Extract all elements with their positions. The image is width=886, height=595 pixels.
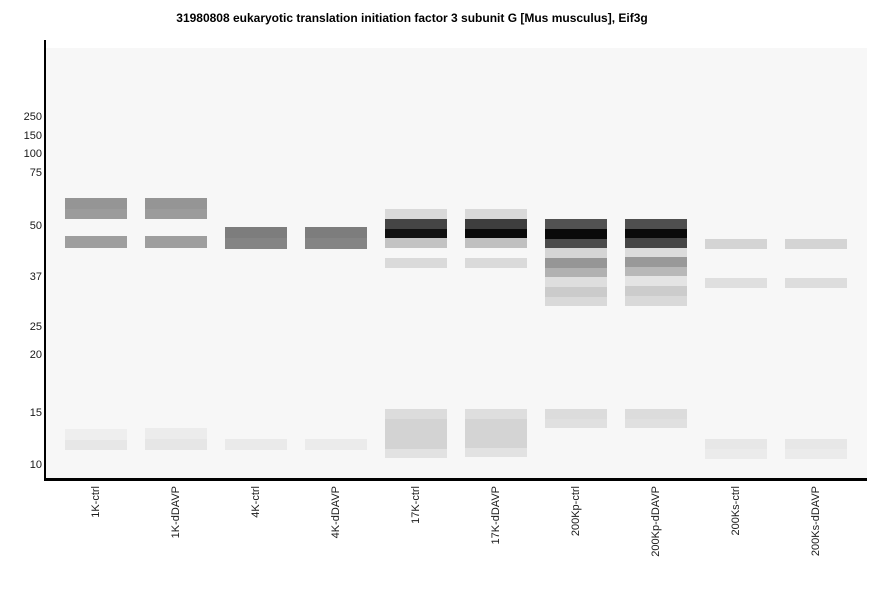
- lane-band: [625, 229, 687, 238]
- lane-band: [545, 248, 607, 258]
- lane-band: [305, 439, 367, 450]
- lane-band: [545, 297, 607, 306]
- marker-label-100: 100: [23, 148, 42, 160]
- lane-band: [545, 409, 607, 419]
- lane-label-1K-dDAVP: 1K-dDAVP: [170, 486, 182, 539]
- lane-band: [225, 439, 287, 450]
- lane-label-17K-ctrl: 17K-ctrl: [410, 486, 422, 524]
- lane-band: [65, 429, 127, 440]
- marker-label-20: 20: [29, 349, 42, 361]
- marker-label-75: 75: [29, 167, 42, 179]
- lane-band: [65, 198, 127, 209]
- lane-band: [145, 198, 207, 209]
- lane-band: [625, 409, 687, 419]
- lane-band: [385, 219, 447, 229]
- lane-band: [545, 268, 607, 277]
- lane-band: [385, 238, 447, 248]
- lane-band: [625, 238, 687, 248]
- lane-band: [225, 238, 287, 249]
- lane-label-1K-ctrl: 1K-ctrl: [90, 486, 102, 518]
- lane-band: [385, 409, 447, 419]
- lane-label-200Kp-ctrl: 200Kp-ctrl: [570, 486, 582, 537]
- lane-label-200Ks-dDAVP: 200Ks-dDAVP: [810, 486, 822, 557]
- lane-band: [545, 419, 607, 428]
- lane-band: [465, 258, 527, 268]
- lane-band: [465, 219, 527, 229]
- lane-band: [65, 209, 127, 219]
- lane-band: [785, 439, 847, 449]
- lane-band: [465, 209, 527, 219]
- lane-band: [385, 229, 447, 238]
- lane-label-200Ks-ctrl: 200Ks-ctrl: [730, 486, 742, 536]
- lane-label-4K-ctrl: 4K-ctrl: [250, 486, 262, 518]
- lane-band: [305, 238, 367, 249]
- lane-band: [465, 419, 527, 448]
- lane-band: [465, 238, 527, 248]
- lane-band: [545, 219, 607, 229]
- lane-band: [145, 439, 207, 450]
- lane-band: [545, 229, 607, 239]
- lane-band: [625, 276, 687, 286]
- page-title: 31980808 eukaryotic translation initiati…: [176, 11, 648, 25]
- lane-band: [145, 428, 207, 439]
- lane-band: [465, 448, 527, 457]
- lane-band: [625, 296, 687, 306]
- lane-band: [545, 258, 607, 268]
- marker-label-150: 150: [23, 130, 42, 142]
- lane-band: [385, 419, 447, 449]
- lane-band: [705, 278, 767, 288]
- marker-label-37: 37: [29, 271, 42, 283]
- lane-band: [705, 239, 767, 249]
- lane-band: [465, 409, 527, 419]
- lane-label-4K-dDAVP: 4K-dDAVP: [330, 486, 342, 539]
- y-axis-line: [44, 40, 46, 481]
- lane-band: [625, 267, 687, 276]
- lane-band: [385, 209, 447, 219]
- plot-background: [46, 48, 867, 478]
- lane-band: [705, 439, 767, 449]
- lane-band: [225, 227, 287, 238]
- marker-label-250: 250: [23, 111, 42, 123]
- lane-band: [65, 236, 127, 248]
- lane-band: [385, 449, 447, 458]
- lane-band: [705, 449, 767, 459]
- marker-label-15: 15: [29, 407, 42, 419]
- lane-band: [385, 258, 447, 268]
- lane-band: [305, 227, 367, 238]
- marker-label-50: 50: [29, 220, 42, 232]
- x-axis-line: [44, 478, 867, 481]
- lane-band: [625, 257, 687, 267]
- lane-band: [785, 278, 847, 288]
- marker-label-10: 10: [29, 459, 42, 471]
- lane-band: [625, 419, 687, 428]
- lane-band: [145, 209, 207, 219]
- lane-band: [545, 287, 607, 297]
- lane-label-200Kp-dDAVP: 200Kp-dDAVP: [650, 486, 662, 557]
- lane-band: [625, 286, 687, 296]
- lane-band: [465, 229, 527, 238]
- lane-band: [145, 236, 207, 248]
- lane-band: [65, 440, 127, 450]
- lane-band: [625, 248, 687, 257]
- lane-band: [625, 219, 687, 229]
- marker-label-25: 25: [29, 321, 42, 333]
- lane-band: [545, 277, 607, 287]
- lane-band: [785, 449, 847, 459]
- lane-band: [545, 239, 607, 248]
- lane-band: [785, 239, 847, 249]
- lane-label-17K-dDAVP: 17K-dDAVP: [490, 486, 502, 545]
